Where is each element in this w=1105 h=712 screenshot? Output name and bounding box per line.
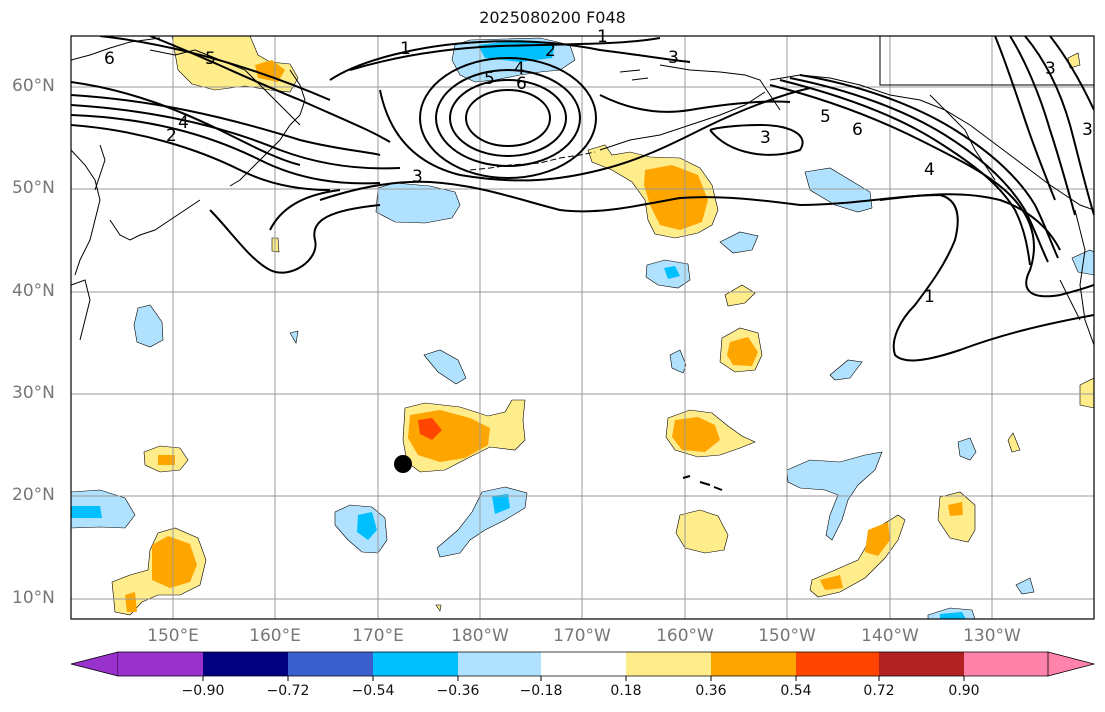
colorbar-segment bbox=[879, 652, 964, 676]
strong-negative-anomaly-core bbox=[664, 266, 680, 279]
plot-frame bbox=[70, 35, 1095, 620]
negative-anomaly-region bbox=[786, 451, 883, 541]
colorbar-tick-label: 0.36 bbox=[695, 683, 727, 699]
negative-anomaly-region bbox=[829, 359, 863, 381]
contour-label: 5 bbox=[820, 107, 831, 127]
lat-label: 50°N bbox=[12, 178, 55, 198]
contour-label: 3 bbox=[1082, 120, 1093, 140]
positive-anomaly-region bbox=[435, 604, 442, 612]
colorbar-segment bbox=[288, 652, 373, 676]
strong-positive-anomaly-core bbox=[865, 522, 890, 556]
lon-label: 150°W bbox=[758, 626, 816, 646]
contour-label: 3 bbox=[760, 128, 771, 148]
negative-anomaly-region bbox=[719, 231, 759, 254]
lat-label: 30°N bbox=[12, 383, 55, 403]
colorbar-tick-label: −0.54 bbox=[351, 683, 395, 699]
lon-label: 150°E bbox=[147, 626, 199, 646]
colorbar-tick-label: 0.90 bbox=[948, 683, 980, 699]
contour-label: 1 bbox=[924, 287, 935, 307]
strong-positive-anomaly-core bbox=[948, 502, 963, 516]
lat-label: 10°N bbox=[12, 588, 55, 608]
contour-label: 6 bbox=[516, 74, 527, 94]
contour-label: 3 bbox=[412, 167, 423, 187]
colorbar-segment bbox=[626, 652, 711, 676]
strong-negative-anomaly-core bbox=[940, 612, 966, 619]
coastlines bbox=[71, 36, 1094, 491]
colorbar-segment bbox=[711, 652, 796, 676]
negative-anomaly-region bbox=[289, 330, 299, 344]
strong-positive-anomaly-core bbox=[727, 337, 758, 366]
contour-label: 5 bbox=[205, 49, 216, 69]
strong-negative-anomaly-core bbox=[71, 506, 102, 518]
contour-label: 3 bbox=[668, 48, 679, 68]
contour-labels: 6 5 4 2 1 2 4 5 6 3 1 3 5 6 3 4 3 3 1 bbox=[104, 27, 1093, 307]
lon-label: 160°E bbox=[249, 626, 301, 646]
strong-positive-anomaly-core bbox=[125, 592, 137, 612]
colorbar-segment bbox=[964, 652, 1048, 676]
colorbar-tick-label: −0.18 bbox=[519, 683, 563, 699]
contour-label: 2 bbox=[166, 126, 177, 146]
negative-anomaly-region bbox=[423, 349, 467, 385]
colorbar-segment bbox=[203, 652, 288, 676]
contour-label: 4 bbox=[178, 113, 189, 133]
strong-positive-anomaly-core bbox=[158, 455, 175, 465]
lon-label: 160°W bbox=[656, 626, 714, 646]
contour-label: 1 bbox=[597, 27, 608, 47]
contour-label: 3 bbox=[1045, 59, 1056, 79]
negative-anomaly-region bbox=[375, 182, 461, 224]
positive-anomaly-region bbox=[1007, 432, 1021, 453]
colorbar-tick-label: −0.72 bbox=[266, 683, 310, 699]
colorbar-segment bbox=[796, 652, 879, 676]
colorbar-tick-label: −0.90 bbox=[181, 683, 225, 699]
colorbar-segment bbox=[541, 652, 626, 676]
lat-label: 20°N bbox=[12, 485, 55, 505]
contour-label: 4 bbox=[514, 59, 525, 79]
strong-positive-anomaly-core bbox=[820, 575, 843, 590]
lon-label: 170°W bbox=[553, 626, 611, 646]
positive-anomaly-region bbox=[724, 284, 756, 307]
lon-label: 170°E bbox=[352, 626, 404, 646]
negative-anomaly-region bbox=[1015, 577, 1035, 595]
strong-positive-anomaly-core bbox=[255, 60, 285, 82]
lat-label: 60°N bbox=[12, 76, 55, 96]
colorbar-segment bbox=[458, 652, 541, 676]
contour-label: 5 bbox=[484, 69, 495, 89]
contour-label: 6 bbox=[852, 120, 863, 140]
height-contours bbox=[71, 36, 1094, 362]
strong-positive-anomaly-core bbox=[644, 165, 708, 230]
colorbar-segment bbox=[373, 652, 458, 676]
colorbar-tick-label: −0.36 bbox=[436, 683, 480, 699]
location-marker bbox=[394, 455, 412, 473]
strong-positive-anomaly-core bbox=[152, 536, 197, 588]
strong-negative-anomaly-core bbox=[357, 512, 377, 540]
colorbar-tick-label: 0.54 bbox=[780, 683, 812, 699]
colorbar-segment bbox=[118, 652, 203, 676]
negative-anomaly-region bbox=[133, 304, 164, 348]
very-strong-positive-anomaly-core bbox=[418, 418, 442, 440]
positive-anomaly-region bbox=[937, 491, 976, 543]
contour-label: 2 bbox=[545, 41, 556, 61]
lon-label: 180°W bbox=[451, 626, 509, 646]
colorbar-extend-low bbox=[70, 651, 119, 677]
lat-label: 40°N bbox=[12, 281, 55, 301]
strong-negative-anomaly-core bbox=[492, 494, 510, 514]
colorbar bbox=[70, 651, 1096, 681]
map-title: 2025080200 F048 bbox=[479, 8, 626, 27]
contour-label: 4 bbox=[924, 160, 935, 180]
negative-anomaly-region bbox=[957, 437, 977, 461]
colorbar-tick-label: 0.72 bbox=[863, 683, 895, 699]
lon-label: 130°W bbox=[963, 626, 1021, 646]
negative-anomaly-region bbox=[71, 489, 136, 529]
positive-anomaly-region bbox=[1079, 377, 1094, 409]
colorbar-extend-high bbox=[1047, 651, 1096, 677]
lon-label: 140°W bbox=[861, 626, 919, 646]
contour-label: 1 bbox=[400, 39, 411, 59]
colorbar-tick-label: 0.18 bbox=[610, 683, 642, 699]
strong-positive-anomaly-core bbox=[672, 417, 720, 452]
contour-label: 6 bbox=[104, 49, 115, 69]
positive-anomaly-region bbox=[675, 509, 729, 554]
